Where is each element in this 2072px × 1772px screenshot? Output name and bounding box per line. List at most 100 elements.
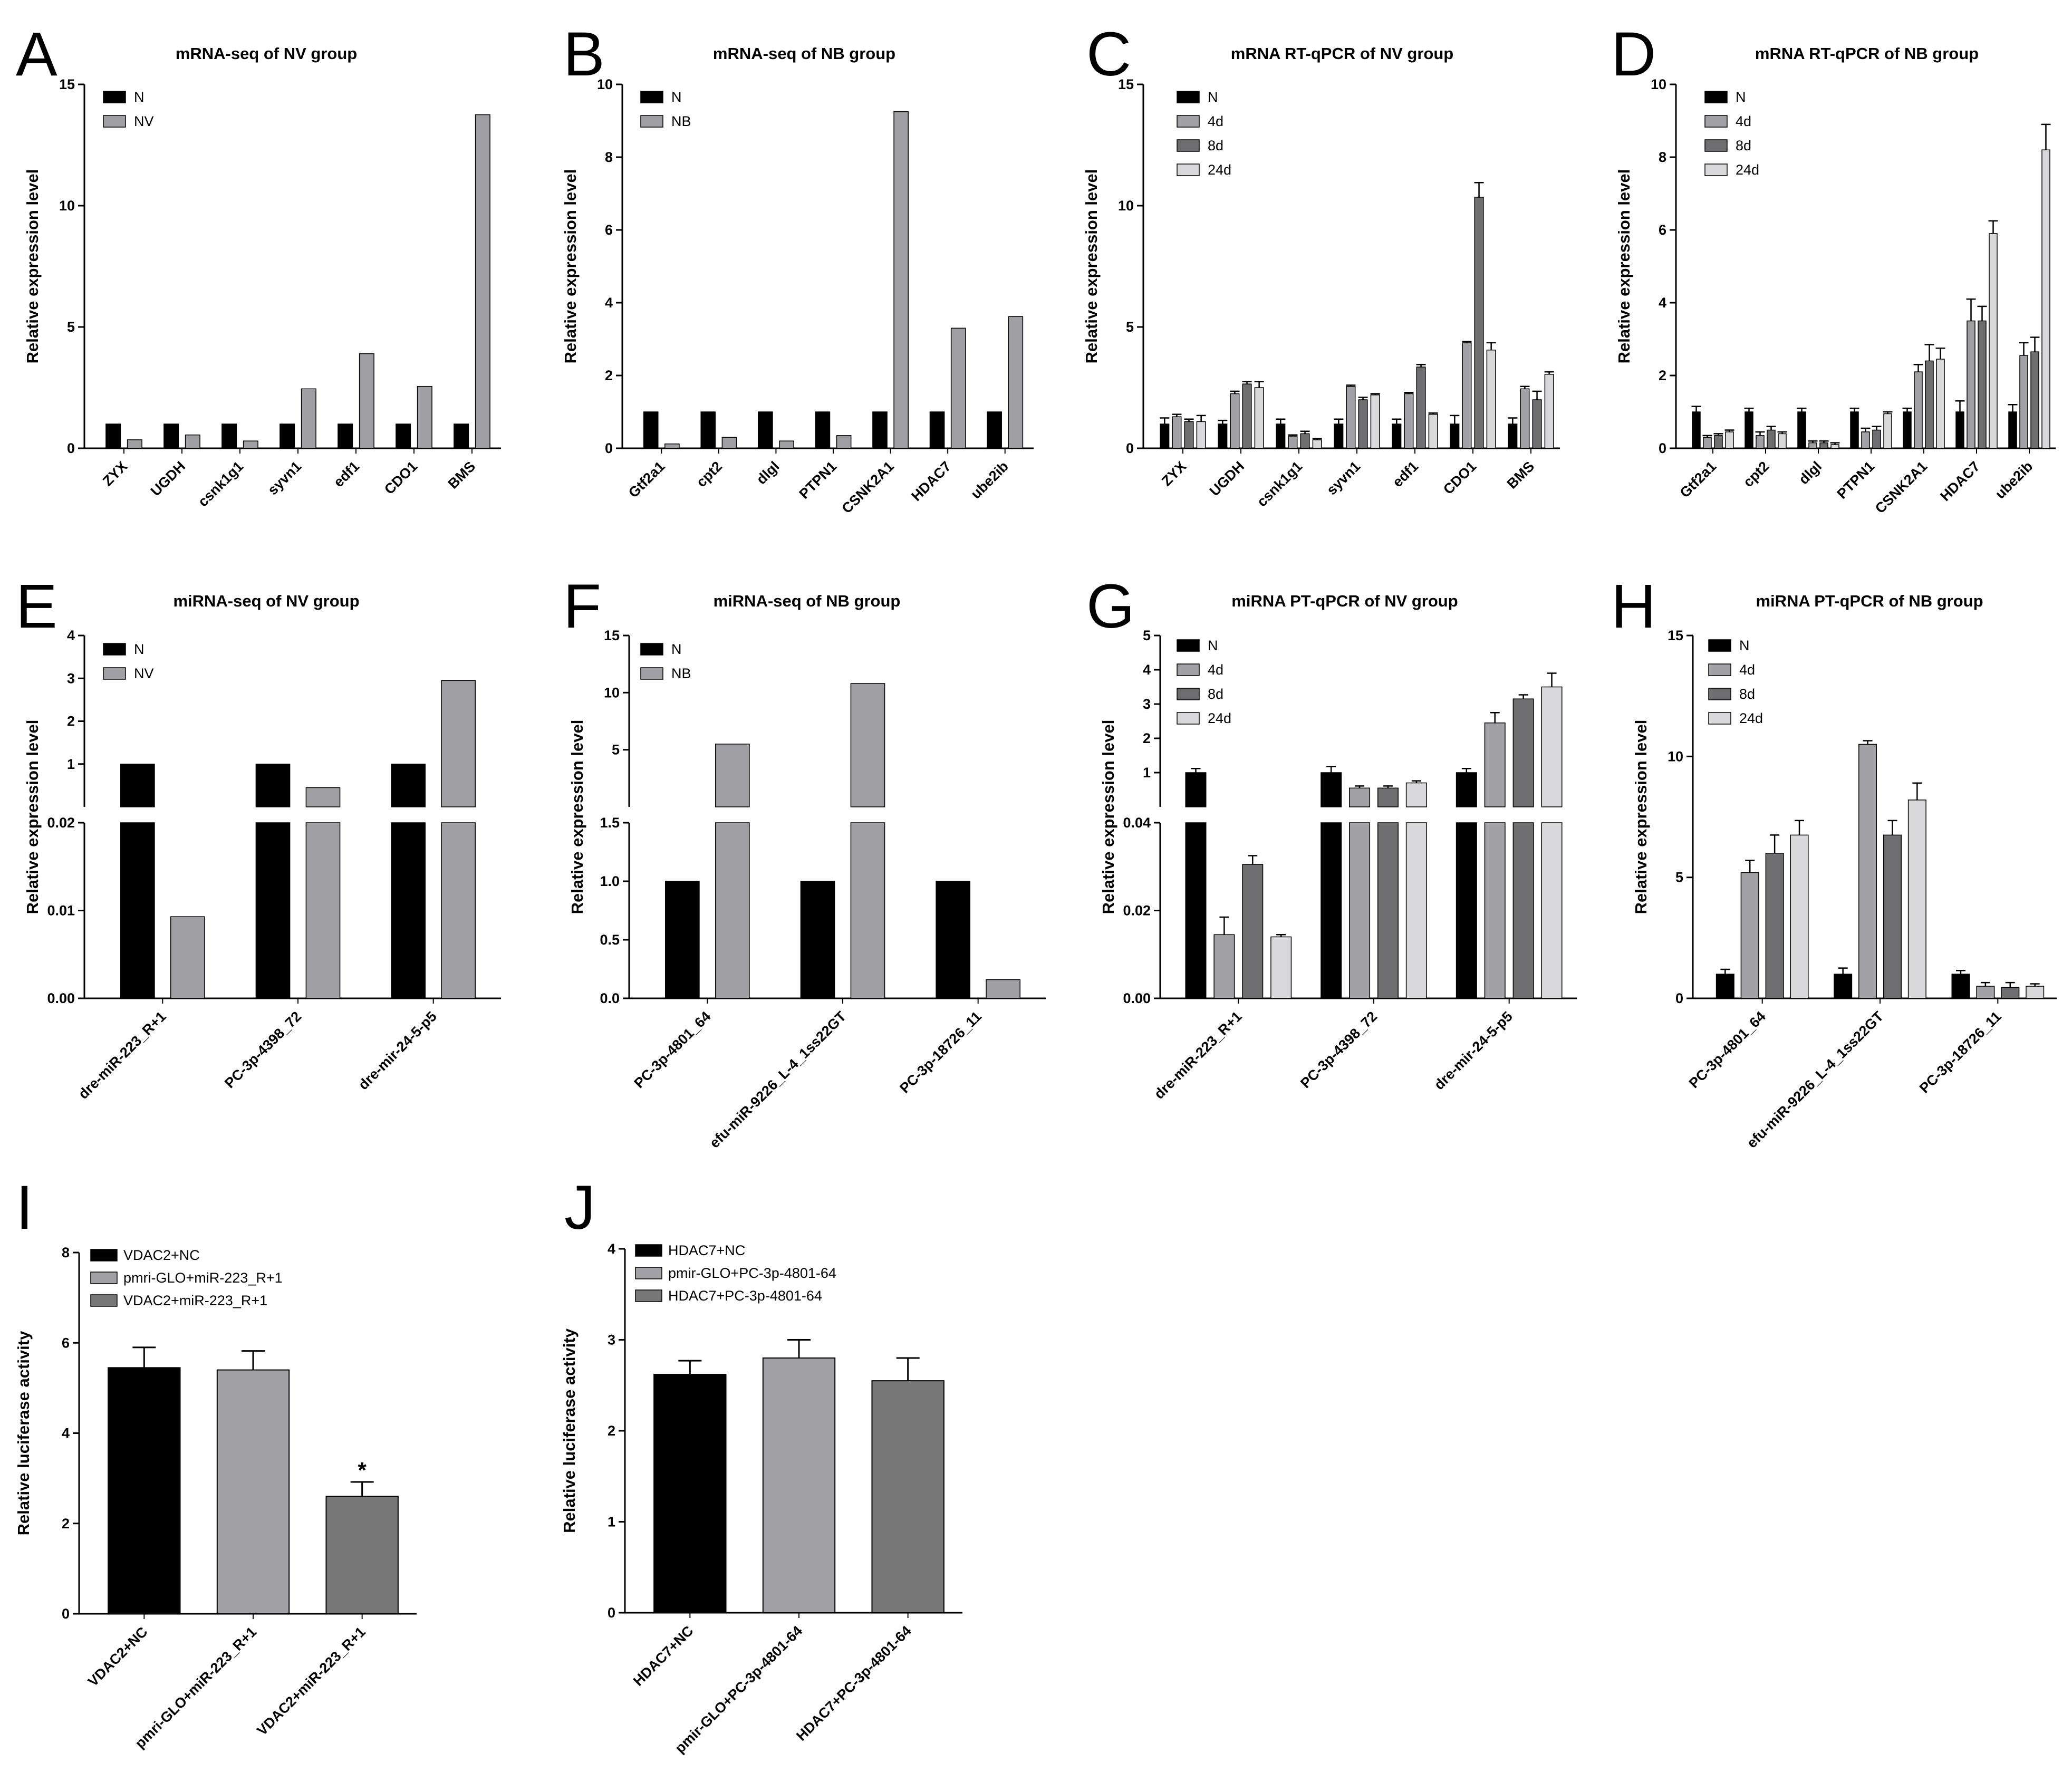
x-tick-label: HDAC7 <box>1937 458 1983 504</box>
legend-swatch <box>1704 115 1728 128</box>
legend-swatch <box>1177 139 1200 152</box>
legend-label: 8d <box>1739 686 1755 702</box>
bar <box>441 680 476 807</box>
bar <box>1745 411 1753 449</box>
legend-swatch <box>90 1294 118 1307</box>
y-tick-label: 0 <box>1675 990 1683 1006</box>
bar <box>1858 744 1877 999</box>
bar <box>1925 360 1934 449</box>
panel-label: D <box>1611 20 1656 89</box>
bar <box>1416 367 1426 449</box>
bar <box>185 434 200 449</box>
bar <box>815 411 831 449</box>
y-tick-label: 0.02 <box>1123 903 1151 919</box>
bar <box>1830 444 1839 449</box>
bar <box>1740 872 1759 999</box>
x-tick-label: dlgl <box>754 458 783 487</box>
legend-label: N <box>1208 638 1218 653</box>
bar <box>441 822 476 999</box>
legend-label: N <box>134 641 144 657</box>
x-tick-label: PC-3p-4398_72 <box>1297 1008 1380 1091</box>
legend-label: 4d <box>1208 662 1223 678</box>
y-tick-label: 0 <box>1126 440 1134 456</box>
bar <box>163 423 179 449</box>
bar <box>1883 413 1892 449</box>
bar <box>255 822 291 999</box>
y-axis-label: Relative luciferase activity <box>14 1331 33 1535</box>
x-tick-label: pmir-GLO+PC-3p-4801-64 <box>672 1623 805 1756</box>
legend-swatch <box>1177 712 1200 725</box>
bar <box>105 423 121 449</box>
bar <box>325 1496 399 1614</box>
x-tick-label: PC-3p-18726_11 <box>1916 1008 2004 1096</box>
bar <box>664 443 680 449</box>
bar <box>1312 439 1322 449</box>
legend-label: NV <box>134 113 154 129</box>
bar <box>1405 822 1427 999</box>
bar <box>1456 772 1477 807</box>
bar <box>1486 349 1496 449</box>
x-tick-label: csnk1g1 <box>1254 458 1306 510</box>
significance-marker: * <box>358 1458 367 1482</box>
y-axis-label: Relative luciferase activity <box>560 1328 579 1533</box>
bar <box>1270 936 1292 999</box>
bar <box>391 764 426 807</box>
y-tick-label: 0.01 <box>47 903 75 919</box>
legend-label: 24d <box>1736 162 1759 178</box>
bar <box>1462 342 1472 449</box>
legend-label: N <box>1208 89 1218 105</box>
legend-swatch <box>1704 91 1728 103</box>
bar <box>1288 436 1298 449</box>
y-tick-label: 10 <box>59 198 75 214</box>
y-tick-label: 2 <box>1143 730 1151 746</box>
legend-label: 8d <box>1208 138 1223 153</box>
x-tick-label: PC-3p-4801_64 <box>1686 1008 1769 1091</box>
bar <box>301 388 316 449</box>
x-tick-label: UGDH <box>1207 458 1247 499</box>
bar <box>1370 394 1380 449</box>
bar <box>255 764 291 807</box>
bar <box>1989 233 1998 449</box>
x-tick-label: PC-3p-4398_72 <box>221 1008 304 1091</box>
y-tick-label: 10 <box>1118 198 1134 214</box>
legend-swatch <box>103 115 126 128</box>
y-tick-label: 0.00 <box>47 990 75 1006</box>
y-tick-label: 4 <box>62 1426 70 1441</box>
x-tick-label: CSNK2A1 <box>839 458 897 516</box>
legend-swatch <box>1704 139 1728 152</box>
y-tick-label: 4 <box>605 295 613 311</box>
bar <box>1808 442 1817 449</box>
y-tick-label: 0.0 <box>600 990 620 1006</box>
y-tick-label: 3 <box>67 670 75 686</box>
legend-label: NB <box>671 666 691 681</box>
bar <box>1346 386 1356 449</box>
x-tick-label: dlgl <box>1796 458 1825 487</box>
x-tick-label: edf1 <box>331 458 362 490</box>
x-tick-label: HDAC7+PC-3p-4801-64 <box>793 1623 914 1744</box>
bar <box>1797 411 1806 449</box>
legend-label: 8d <box>1208 686 1223 702</box>
y-tick-label: 3 <box>1143 696 1151 712</box>
bar <box>1778 433 1787 449</box>
x-tick-label: efu-miR-9226_L-4_1ss22GT <box>707 1008 850 1151</box>
x-tick-label: UGDH <box>148 458 188 499</box>
bar <box>1936 359 1945 449</box>
y-axis-label: Relative expression level <box>1099 720 1117 914</box>
bar <box>391 822 426 999</box>
x-tick-label: Gtf2a1 <box>1677 458 1720 501</box>
y-tick-label: 0.04 <box>1123 815 1151 831</box>
y-tick-label: 2 <box>605 368 613 383</box>
x-tick-label: PC-3p-18726_11 <box>897 1008 985 1096</box>
bar <box>2041 149 2050 449</box>
legend-swatch <box>640 643 663 656</box>
y-tick-label: 1.5 <box>600 815 620 831</box>
bar <box>1532 399 1542 449</box>
bar <box>1692 411 1701 449</box>
bar <box>1725 431 1734 449</box>
bar <box>1276 423 1286 449</box>
x-tick-label: CSNK2A1 <box>1872 458 1930 516</box>
legend-swatch <box>1177 115 1200 128</box>
